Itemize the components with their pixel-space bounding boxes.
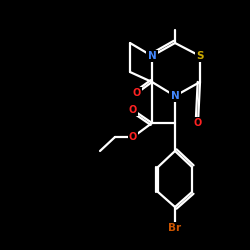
Text: O: O [194, 118, 202, 128]
Text: Br: Br [168, 223, 181, 233]
Text: N: N [148, 51, 156, 61]
Text: N: N [170, 91, 179, 101]
Text: O: O [129, 105, 137, 115]
Text: O: O [133, 88, 141, 98]
Text: S: S [196, 51, 204, 61]
Text: O: O [129, 132, 137, 142]
